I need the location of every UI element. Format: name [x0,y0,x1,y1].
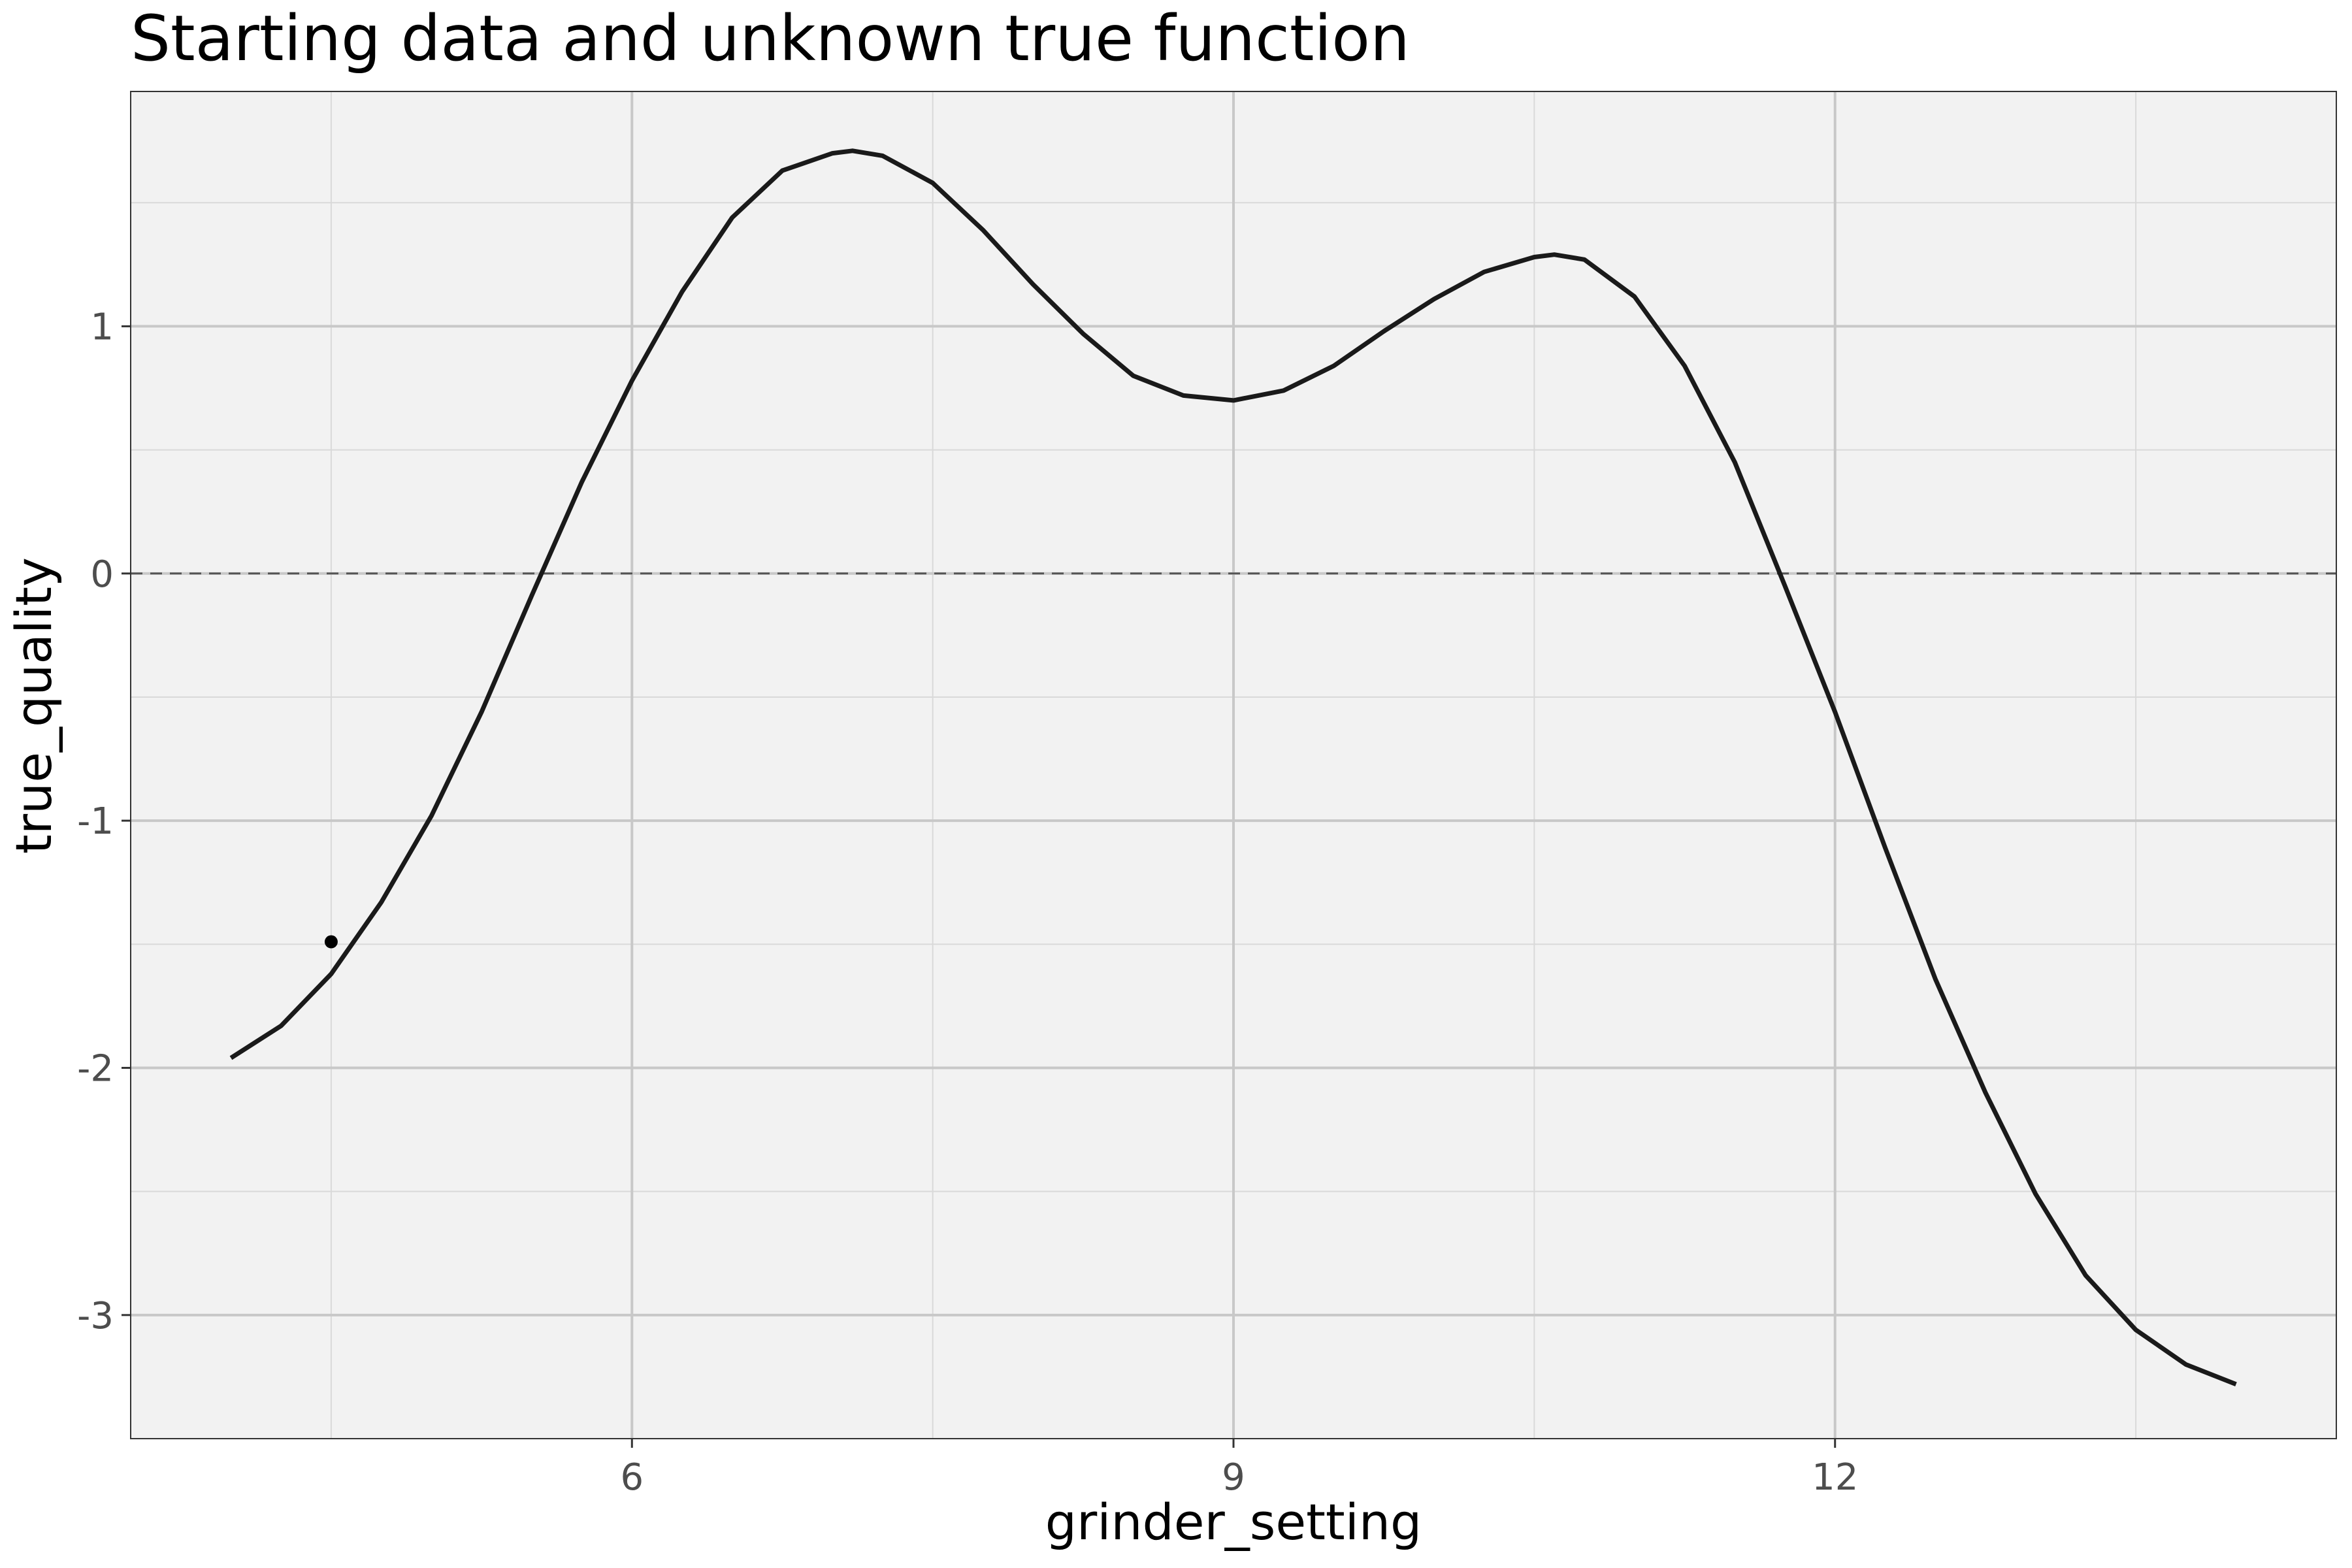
true-function-line [229,148,2237,1387]
data-points [324,935,338,949]
y-tick-label: -1 [77,800,114,843]
y-axis-tick-labels: 1 0 -1 -2 -3 [77,306,114,1337]
x-tick-label: 6 [620,1456,644,1499]
y-axis-title: true_quality [5,557,63,854]
y-tick-label: -3 [77,1295,114,1337]
x-tick-label: 12 [1812,1456,1858,1499]
data-point [324,935,338,949]
y-tick-label: 1 [90,306,114,348]
axis-ticks [122,325,1837,1448]
y-tick-label: 0 [90,553,114,596]
x-tick-label: 9 [1222,1456,1245,1499]
chart-title: Starting data and unknown true function [131,2,1410,75]
y-tick-label: -2 [77,1047,114,1090]
x-axis-tick-labels: 6 9 12 [620,1456,1858,1499]
x-axis-title: grinder_setting [1045,1493,1422,1551]
